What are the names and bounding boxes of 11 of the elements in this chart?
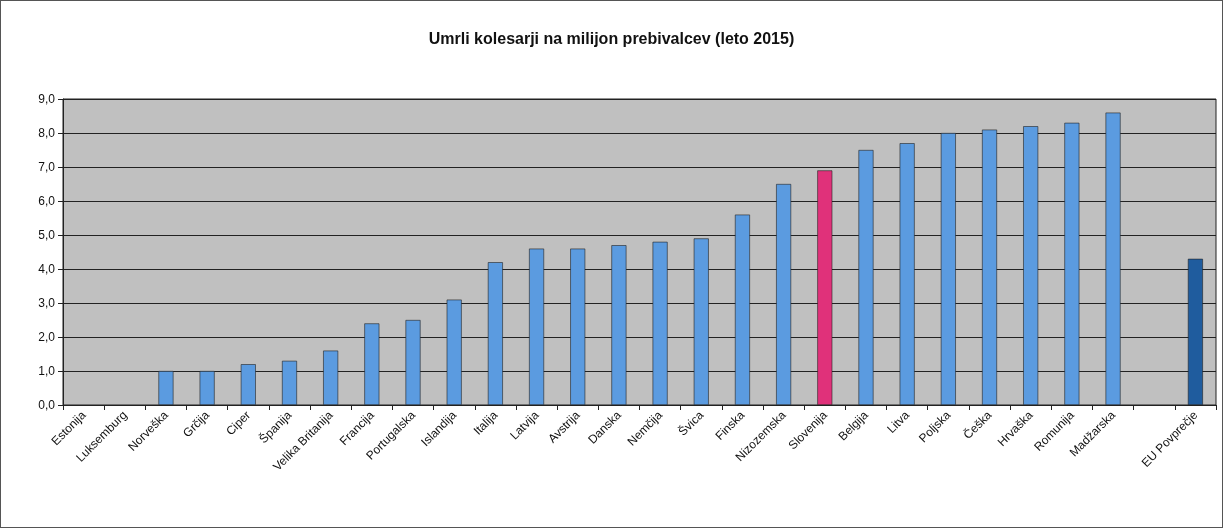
y-tick-label: 6,0 (38, 194, 56, 208)
y-tick-label: 1,0 (38, 364, 56, 378)
y-tick-label: 0,0 (38, 398, 56, 412)
y-tick-label: 8,0 (38, 126, 56, 140)
chart-title: Umrli kolesarji na milijon prebivalcev (leto 2015) (428, 29, 795, 47)
y-tick-label: 9,0 (38, 92, 56, 106)
y-tick-label: 3,0 (38, 296, 56, 310)
y-tick-label: 7,0 (38, 160, 56, 174)
y-tick-label: 4,0 (38, 262, 56, 276)
y-tick-label: 2,0 (38, 330, 56, 344)
y-tick-label: 5,0 (38, 228, 56, 242)
